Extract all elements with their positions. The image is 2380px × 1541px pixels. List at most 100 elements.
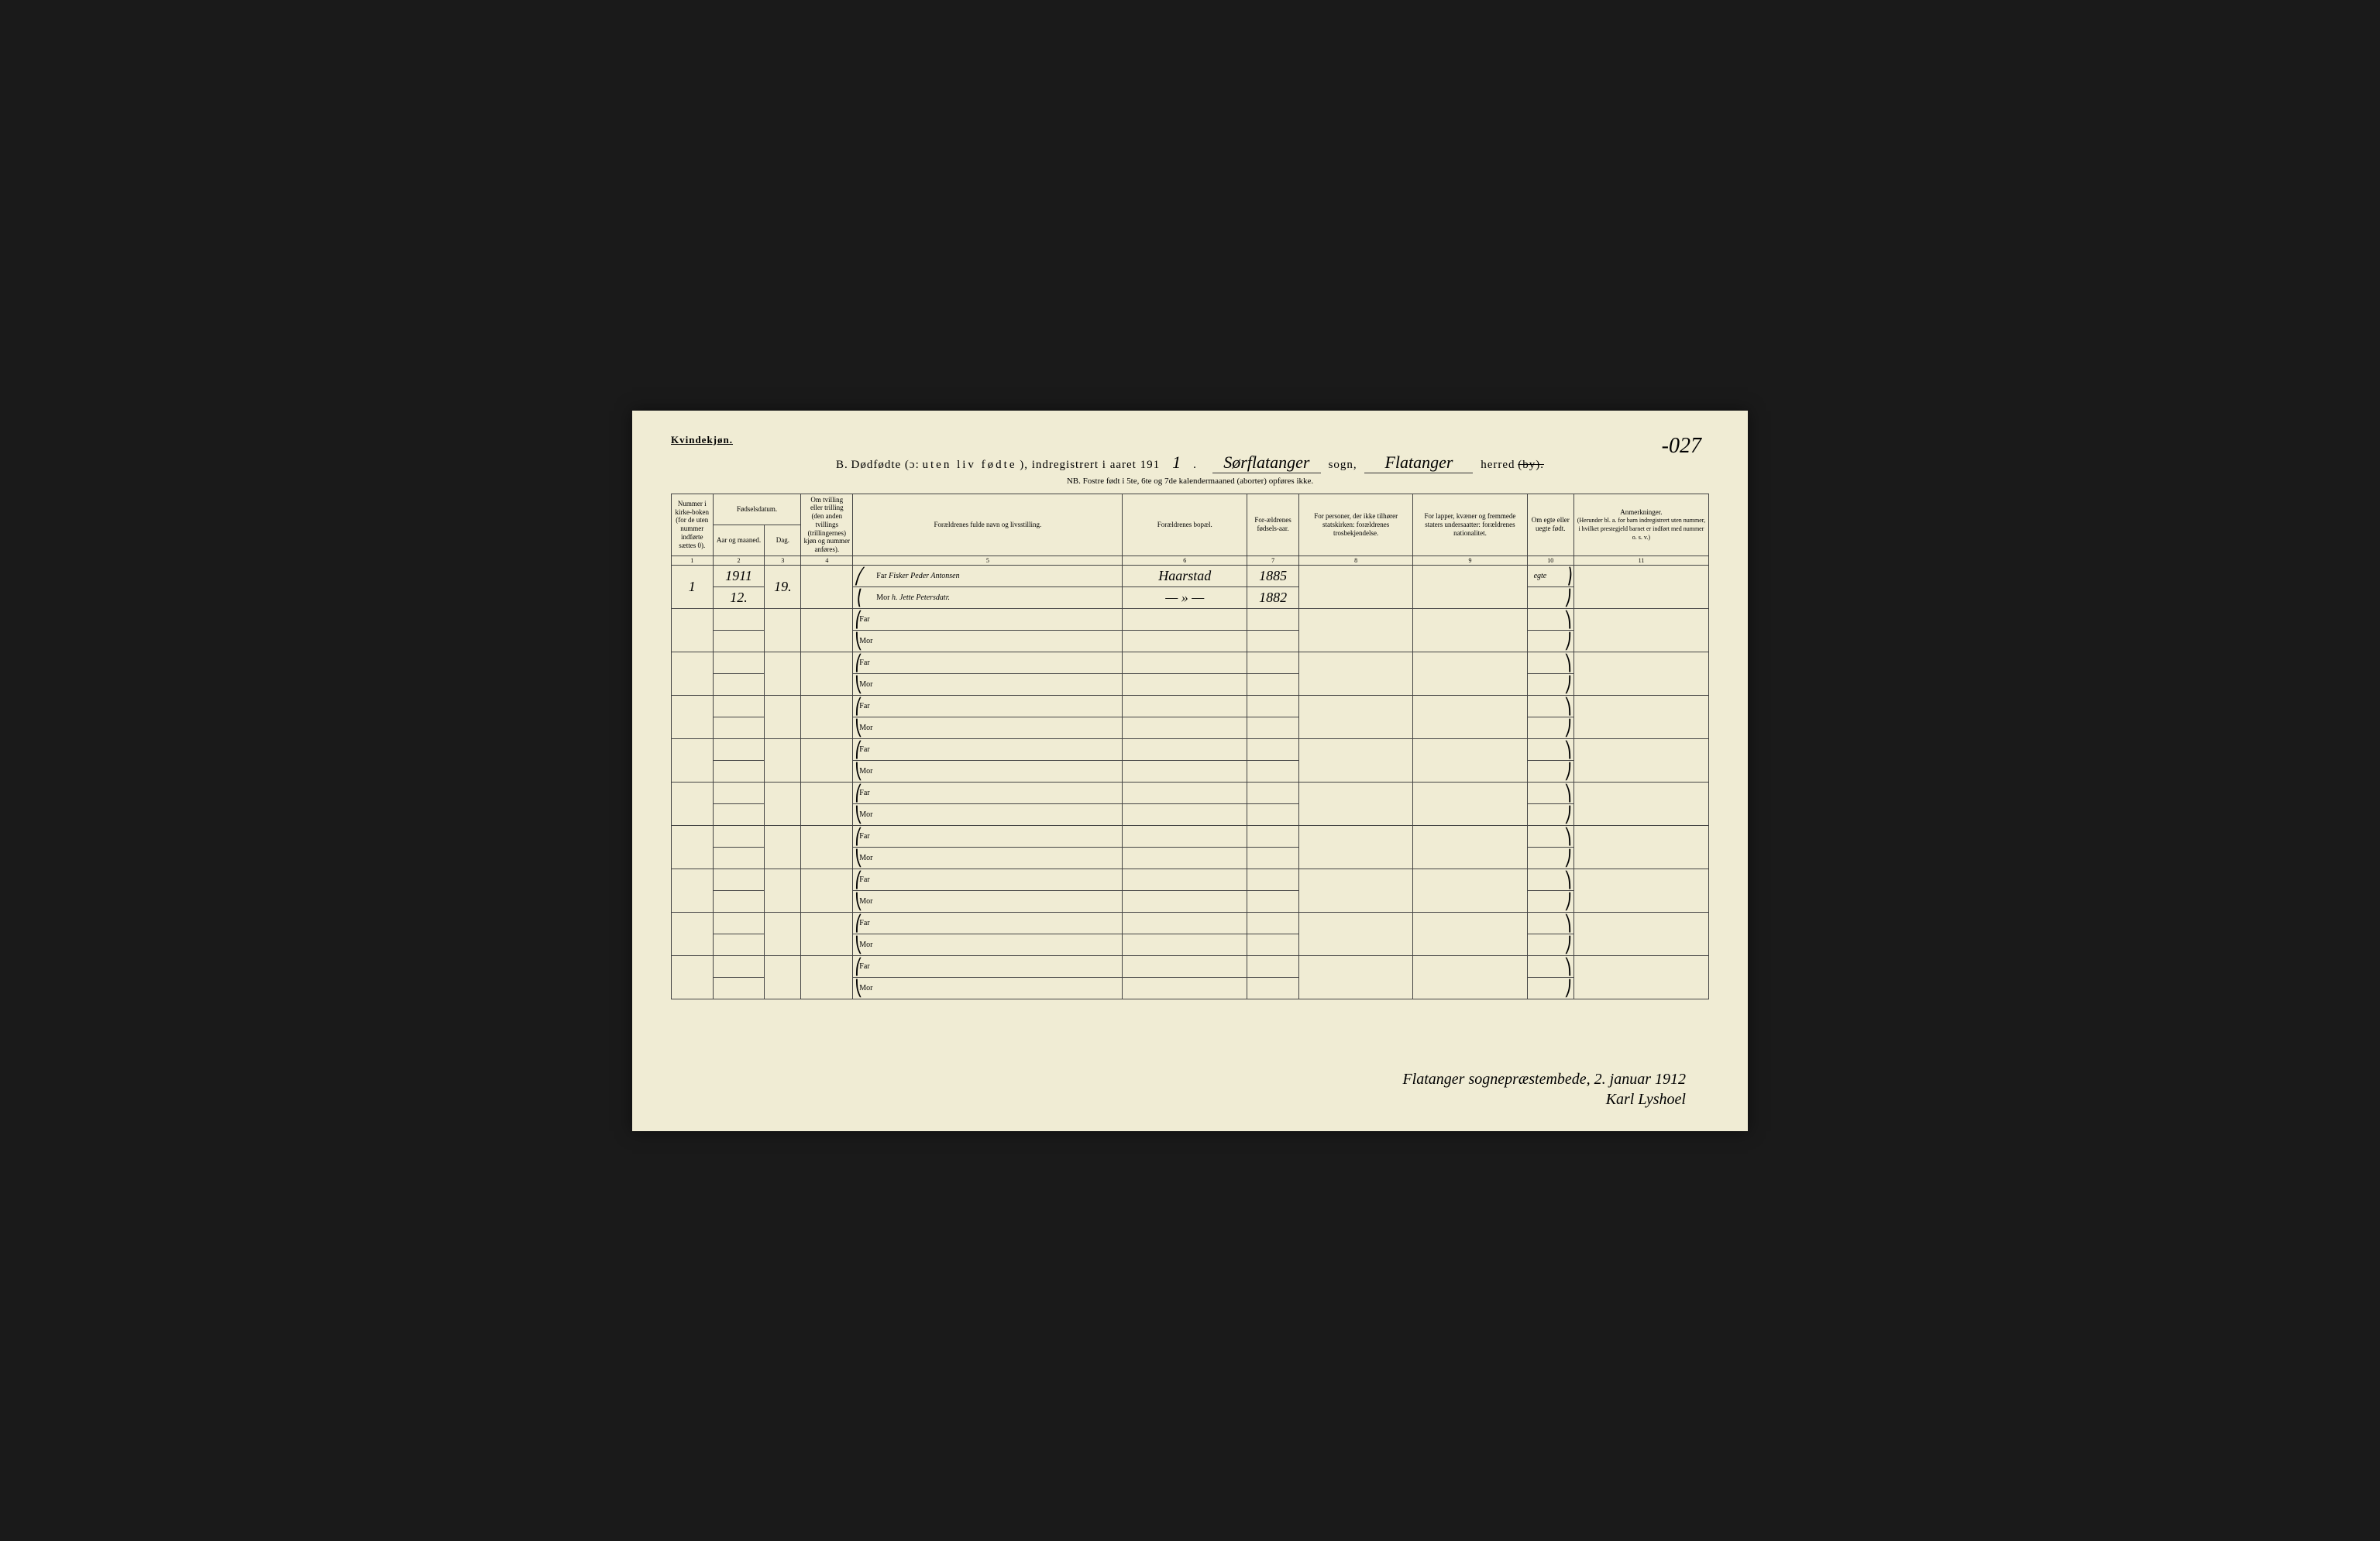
cell-tvilling: [801, 956, 853, 999]
table-row-far: ⎛Far ⎞: [672, 609, 1709, 631]
cell-tvilling: [801, 783, 853, 826]
sogn-hw: Sørflatanger: [1212, 452, 1321, 473]
cell-mor-aar: [1247, 717, 1299, 739]
cell-far-navn: ⎛Far: [853, 696, 1123, 717]
cell-mor-navn: ⎝Mor: [853, 891, 1123, 913]
cell-num: [672, 913, 714, 956]
cell-egte-mor: ⎠: [1527, 978, 1573, 999]
cell-aar: [713, 869, 765, 891]
colnum-9: 9: [1413, 556, 1527, 566]
cell-mor-aar: 1882: [1247, 587, 1299, 609]
cell-aar-bot: 12.: [713, 587, 765, 609]
col-header-7: For-ældrenes fødsels-aar.: [1247, 494, 1299, 556]
cell-far-bopel: [1123, 652, 1247, 674]
cell-tros: [1299, 826, 1413, 869]
cell-tvilling: [801, 696, 853, 739]
cell-mor-bopel: [1123, 631, 1247, 652]
cell-mor-aar: [1247, 804, 1299, 826]
col-header-11: Anmerkninger. (Herunder bl. a. for barn …: [1573, 494, 1708, 556]
title-suffix: ), indregistrert i aaret 191: [1020, 459, 1160, 471]
cell-anm: [1573, 652, 1708, 696]
cell-far-navn: ⎛Far: [853, 609, 1123, 631]
colnum-1: 1: [672, 556, 714, 566]
cell-egte-mor: ⎠: [1527, 631, 1573, 652]
cell-num: [672, 956, 714, 999]
colnum-4: 4: [801, 556, 853, 566]
cell-mor-bopel: [1123, 978, 1247, 999]
cell-mor-bopel: [1123, 674, 1247, 696]
cell-far-bopel: [1123, 696, 1247, 717]
year-digit-hw: 1: [1164, 452, 1188, 473]
col-header-2a: Aar og maaned.: [713, 525, 765, 556]
col-header-6: Forældrenes bopæl.: [1123, 494, 1247, 556]
cell-mor-aar: [1247, 934, 1299, 956]
cell-aar-bot: [713, 631, 765, 652]
cell-egte-mor: ⎠: [1527, 587, 1573, 609]
cell-far-bopel: [1123, 913, 1247, 934]
cell-egte-mor: ⎠: [1527, 891, 1573, 913]
cell-tros: [1299, 956, 1413, 999]
cell-nat: [1413, 566, 1527, 609]
cell-far-aar: [1247, 826, 1299, 848]
cell-tros: [1299, 783, 1413, 826]
table-row-far: ⎛Far⎞: [672, 913, 1709, 934]
cell-egte-mor: ⎠: [1527, 761, 1573, 783]
cell-mor-bopel: [1123, 804, 1247, 826]
cell-egte-mor: ⎠: [1527, 804, 1573, 826]
cell-egte-far: ⎞: [1527, 869, 1573, 891]
cell-aar: [713, 609, 765, 631]
cell-aar: [713, 652, 765, 674]
cell-mor-navn: ⎝Mor h. Jette Petersdatr.: [853, 587, 1123, 609]
cell-tvilling: [801, 869, 853, 913]
cell-dag: [765, 739, 801, 783]
cell-far-navn: ⎛Far: [853, 826, 1123, 848]
cell-egte-far: ⎞: [1527, 609, 1573, 631]
cell-tros: [1299, 652, 1413, 696]
cell-nat: [1413, 696, 1527, 739]
sogn-label: sogn,: [1329, 459, 1357, 471]
colnum-7: 7: [1247, 556, 1299, 566]
cell-aar: [713, 956, 765, 978]
cell-aar-bot: [713, 761, 765, 783]
cell-nat: [1413, 652, 1527, 696]
cell-mor-navn: ⎝Mor: [853, 934, 1123, 956]
cell-dag: [765, 913, 801, 956]
cell-mor-bopel: [1123, 891, 1247, 913]
cell-far-aar: [1247, 869, 1299, 891]
nb-line: NB. Fostre født i 5te, 6te og 7de kalend…: [671, 476, 1709, 486]
colnum-2: 2: [713, 556, 765, 566]
cell-far-aar: [1247, 783, 1299, 804]
colnum-3: 3: [765, 556, 801, 566]
cell-dag: [765, 696, 801, 739]
colnum-8: 8: [1299, 556, 1413, 566]
cell-nat: [1413, 913, 1527, 956]
cell-dag: [765, 826, 801, 869]
cell-mor-bopel: — » —: [1123, 587, 1247, 609]
cell-num: [672, 652, 714, 696]
cell-egte-far: ⎞: [1527, 739, 1573, 761]
cell-tros: [1299, 739, 1413, 783]
cell-tros: [1299, 696, 1413, 739]
cell-dag: [765, 609, 801, 652]
cell-aar: [713, 739, 765, 761]
cell-mor-aar: [1247, 848, 1299, 869]
cell-mor-aar: [1247, 674, 1299, 696]
column-number-row: 1 2 3 4 5 6 7 8 9 10 11: [672, 556, 1709, 566]
cell-mor-navn: ⎝Mor: [853, 674, 1123, 696]
cell-anm: [1573, 739, 1708, 783]
cell-mor-navn: ⎝Mor: [853, 631, 1123, 652]
cell-mor-bopel: [1123, 848, 1247, 869]
cell-aar-top: 1911: [713, 566, 765, 587]
table-row-far: 1191119.⎛Far Fisker Peder AntonsenHaarst…: [672, 566, 1709, 587]
table-row-far: ⎛Far⎞: [672, 783, 1709, 804]
col-header-5: Forældrenes fulde navn og livsstilling.: [853, 494, 1123, 556]
cell-anm: [1573, 913, 1708, 956]
colnum-5: 5: [853, 556, 1123, 566]
cell-far-aar: [1247, 739, 1299, 761]
colnum-6: 6: [1123, 556, 1247, 566]
cell-far-navn: ⎛Far: [853, 869, 1123, 891]
cell-far-navn: ⎛Far: [853, 652, 1123, 674]
cell-far-aar: [1247, 609, 1299, 631]
cell-far-navn: ⎛Far: [853, 956, 1123, 978]
cell-tvilling: [801, 739, 853, 783]
